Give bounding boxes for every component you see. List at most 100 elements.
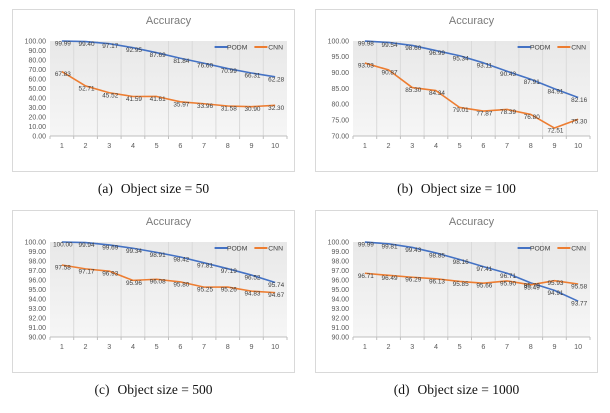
- cnn-data-label: 75.30: [571, 119, 587, 126]
- y-axis-tick-label: 95.00: [331, 287, 349, 294]
- caption-c: (c) Object size = 500: [12, 382, 295, 398]
- x-axis-tick-label: 4: [434, 141, 438, 150]
- podm-data-label: 99.34: [126, 248, 142, 255]
- y-axis-tick-label: 96.00: [28, 277, 46, 284]
- x-axis-tick-label: 8: [226, 342, 230, 351]
- y-axis-tick-label: 80.00: [28, 57, 46, 64]
- y-axis-tick-label: 93.00: [28, 306, 46, 313]
- x-axis-tick-label: 1: [60, 342, 64, 351]
- podm-data-label: 99.43: [405, 247, 421, 254]
- caption-c-text: Object size = 500: [117, 382, 213, 397]
- y-axis-tick-label: 90.00: [28, 48, 46, 55]
- podm-data-label: 98.91: [150, 252, 166, 259]
- cnn-data-label: 96.71: [358, 273, 374, 280]
- y-axis-tick-label: 96.00: [331, 277, 349, 284]
- y-axis-tick-label: 85.00: [331, 86, 349, 93]
- x-axis-tick-label: 8: [529, 141, 533, 150]
- caption-a: (a) Object size = 50: [12, 181, 295, 197]
- chart-title: Accuracy: [449, 15, 495, 27]
- caption-d: (d) Object size = 1000: [315, 382, 598, 398]
- y-axis-tick-label: 95.00: [331, 54, 349, 61]
- y-axis-tick-label: 40.00: [28, 95, 46, 102]
- y-axis-tick-label: 10.00: [28, 124, 46, 131]
- cnn-data-label: 95.96: [126, 280, 142, 287]
- cnn-data-label: 35.97: [173, 101, 189, 108]
- legend-label-podm: PODM: [227, 45, 248, 52]
- caption-d-text: Object size = 1000: [417, 382, 520, 397]
- caption-a-label: (a): [97, 181, 113, 196]
- podm-data-label: 98.85: [429, 252, 445, 259]
- caption-c-label: (c): [94, 382, 110, 397]
- cnn-series-line: [61, 70, 276, 108]
- podm-data-label: 97.81: [197, 262, 213, 269]
- accuracy-line-chart: 100.0090.0080.0070.0060.0050.0040.0030.0…: [25, 15, 288, 150]
- podm-data-label: 99.69: [102, 244, 118, 251]
- x-axis-tick-label: 6: [481, 342, 485, 351]
- podm-data-label: 99.40: [79, 41, 95, 48]
- figure-c: 100.00 99.00 98.00 97.00 96.00 95.00 94.00 93.0…: [12, 210, 295, 398]
- y-axis-tick-label: 91.00: [331, 325, 349, 332]
- chart-d: 100.00 99.00 98.00 97.00 96.00 95.00 94.00 93.0…: [315, 210, 598, 373]
- podm-series-line: [61, 40, 276, 78]
- y-axis-tick-label: 30.00: [28, 105, 46, 112]
- y-axis-tick-label: 92.00: [331, 315, 349, 322]
- cnn-data-label: 41.59: [126, 96, 142, 103]
- legend-label-cnn: CNN: [571, 45, 586, 52]
- cnn-data-label: 97.17: [79, 268, 95, 275]
- accuracy-line-chart: 100.00 99.00 98.00 97.00 96.00 95.00 94.00 93.0…: [25, 216, 288, 351]
- x-axis-tick-label: 5: [458, 141, 462, 150]
- cnn-series-line: [364, 62, 579, 129]
- x-axis-tick-label: 7: [202, 141, 206, 150]
- chart-b: 100.00 95.00 90.00 85.00 80.00 75.00 70.00 1 2 3 4…: [315, 9, 598, 172]
- podm-data-label: 82.16: [571, 97, 587, 104]
- cnn-data-label: 95.58: [571, 283, 587, 290]
- cnn-data-label: 97.58: [55, 264, 71, 271]
- x-axis-tick-label: 3: [410, 141, 414, 150]
- x-axis-tick-label: 7: [505, 141, 509, 150]
- x-axis-tick-label: 2: [387, 342, 391, 351]
- x-axis-tick-label: 1: [363, 141, 367, 150]
- figure-d: 100.00 99.00 98.00 97.00 96.00 95.00 94.00 93.0…: [315, 210, 598, 398]
- x-axis-tick-label: 4: [131, 342, 135, 351]
- cnn-data-label: 96.49: [382, 275, 398, 282]
- x-axis-tick-label: 9: [249, 141, 253, 150]
- y-axis-tick-label: 100.00: [328, 239, 350, 246]
- x-axis-tick-label: 3: [107, 141, 111, 150]
- accuracy-line-chart: 100.00 99.00 98.00 97.00 96.00 95.00 94.00 93.0…: [328, 216, 591, 351]
- podm-data-label: 66.31: [244, 73, 260, 80]
- podm-data-label: 99.99: [55, 41, 71, 48]
- y-axis-tick-label: 100.00: [25, 239, 47, 246]
- y-axis-tick-label: 99.00: [331, 249, 349, 256]
- podm-data-label: 100.00: [53, 242, 73, 249]
- x-axis-tick-label: 10: [574, 141, 582, 150]
- x-axis-tick-label: 4: [131, 141, 135, 150]
- podm-data-label: 87.69: [150, 52, 166, 59]
- x-axis-tick-label: 7: [505, 342, 509, 351]
- podm-data-label: 90.43: [500, 71, 516, 78]
- podm-data-label: 99.81: [382, 243, 398, 250]
- podm-data-label: 97.19: [221, 268, 237, 275]
- x-axis-tick-label: 1: [60, 141, 64, 150]
- y-axis-tick-label: 100.00: [25, 38, 47, 45]
- cnn-data-label: 41.61: [150, 96, 166, 103]
- cnn-data-label: 96.29: [405, 277, 421, 284]
- cnn-data-label: 95.80: [173, 281, 189, 288]
- y-axis-tick-label: 90.00: [331, 70, 349, 77]
- podm-data-label: 97.17: [102, 43, 118, 50]
- cnn-data-label: 95.66: [476, 283, 492, 290]
- cnn-data-label: 76.80: [524, 114, 540, 121]
- y-axis-tick-label: 0.00: [32, 133, 46, 140]
- podm-data-label: 70.99: [221, 68, 237, 75]
- caption-b: (b) Object size = 100: [315, 181, 598, 197]
- y-axis-tick-label: 92.00: [28, 315, 46, 322]
- y-axis-tick-label: 97.00: [28, 268, 46, 275]
- x-axis-tick-label: 4: [434, 342, 438, 351]
- y-axis-tick-label: 75.00: [331, 117, 349, 124]
- cnn-data-label: 85.30: [405, 87, 421, 94]
- cnn-data-label: 94.83: [244, 291, 260, 298]
- chart-a: 100.00 90.00 80.00 70.00 60.00 50.00 40.00 30.0…: [12, 9, 295, 172]
- x-axis-tick-label: 2: [84, 342, 88, 351]
- caption-b-text: Object size = 100: [420, 181, 516, 196]
- cnn-data-label: 52.71: [79, 85, 95, 92]
- cnn-data-label: 95.90: [500, 280, 516, 287]
